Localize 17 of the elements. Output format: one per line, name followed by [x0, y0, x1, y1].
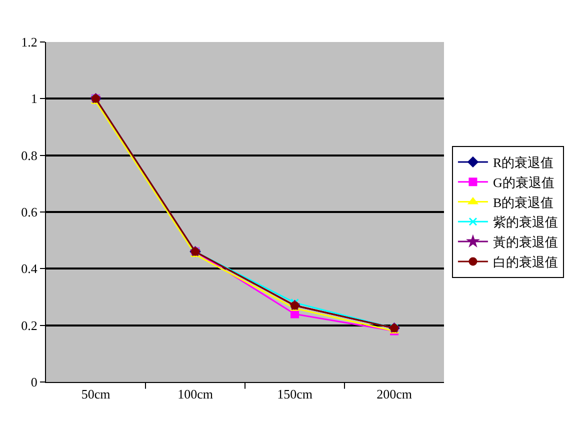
y-tick-label: 0.8: [21, 148, 38, 163]
x-tick-label: 100cm: [178, 386, 213, 402]
legend-label: B的衰退值: [492, 194, 554, 210]
y-tick-label: 1.2: [21, 34, 38, 50]
x-tick-label: 50cm: [81, 386, 110, 402]
y-tick-label: 1: [30, 91, 38, 106]
legend-label: 紫的衰退值: [492, 214, 558, 230]
legend-label: G的衰退值: [492, 174, 554, 190]
y-tick-label: 0.6: [21, 204, 38, 220]
y-tick-label: 0.2: [21, 318, 38, 333]
legend-label: 黃的衰退值: [492, 234, 558, 250]
y-tick-label: 0: [30, 374, 38, 390]
legend-label: 白的衰退值: [492, 254, 558, 270]
legend-label: R的衰退值: [492, 155, 554, 170]
x-tick-label: 150cm: [277, 386, 312, 402]
y-tick-label: 0.4: [21, 261, 38, 276]
x-tick-label: 200cm: [376, 386, 412, 402]
